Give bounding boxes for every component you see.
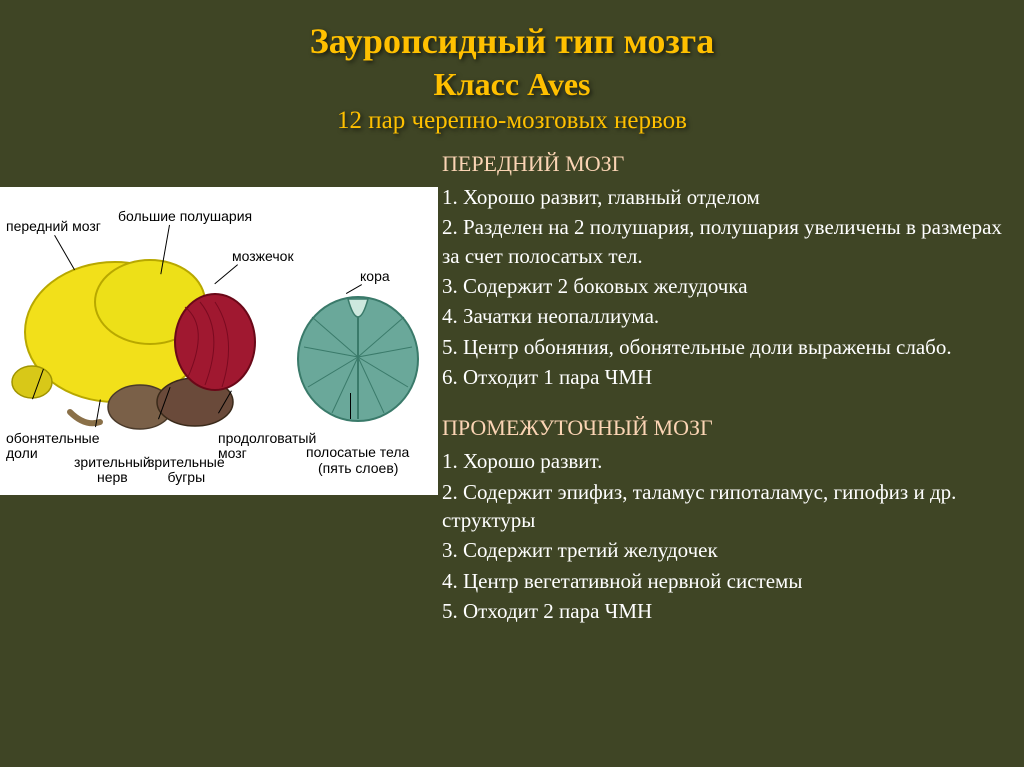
brain-cross-section-svg [288, 287, 428, 437]
title-main: Зауропсидный тип мозга [0, 20, 1024, 62]
label-cortex: кора [360, 269, 390, 284]
section-0-item-1: 2. Разделен на 2 полушария, полушария ув… [442, 213, 1004, 270]
title-subtitle: 12 пар черепно-мозговых нервов [0, 107, 1024, 135]
section-0-item-2: 3. Содержит 2 боковых желудочка [442, 272, 1004, 300]
section-0-item-0: 1. Хорошо развит, главный отделом [442, 183, 1004, 211]
section-0-item-3: 4. Зачатки неопаллиума. [442, 302, 1004, 330]
section-1-item-4: 5. Отходит 2 пара ЧМН [442, 597, 1004, 625]
section-spacer [442, 393, 1004, 411]
label-striatum-sub: (пять слоев) [318, 461, 398, 476]
brain-diagram: передний мозг большие полушария мозжечок… [0, 187, 438, 495]
diagram-column: передний мозг большие полушария мозжечок… [0, 147, 438, 627]
label-optic-tubercles: зрительные бугры [148, 455, 225, 486]
label-optic-nerve: зрительный нерв [74, 455, 151, 486]
section-1-item-1: 2. Содержит эпифиз, таламус гипоталамус,… [442, 478, 1004, 535]
text-column: ПЕРЕДНИЙ МОЗГ 1. Хорошо развит, главный … [438, 147, 1018, 627]
label-forebrain: передний мозг [6, 219, 101, 234]
section-0-item-4: 5. Центр обоняния, обонятельные доли выр… [442, 333, 1004, 361]
label-medulla: продолговатый мозг [218, 431, 316, 462]
brain-lateral-svg [10, 247, 270, 457]
section-1-item-2: 3. Содержит третий желудочек [442, 536, 1004, 564]
section-0-item-5: 6. Отходит 1 пара ЧМН [442, 363, 1004, 391]
section-1-item-3: 4. Центр вегетативной нервной системы [442, 567, 1004, 595]
section-1-item-0: 1. Хорошо развит. [442, 447, 1004, 475]
title-class: Класс Aves [0, 66, 1024, 103]
section-heading-0: ПЕРЕДНИЙ МОЗГ [442, 151, 1004, 177]
label-striatum: полосатые тела [306, 445, 409, 460]
label-cerebellum: мозжечок [232, 249, 294, 264]
label-hemispheres: большие полушария [118, 209, 252, 224]
slide-header: Зауропсидный тип мозга Класс Aves 12 пар… [0, 0, 1024, 135]
content-row: передний мозг большие полушария мозжечок… [0, 147, 1024, 627]
section-heading-1: ПРОМЕЖУТОЧНЫЙ МОЗГ [442, 415, 1004, 441]
